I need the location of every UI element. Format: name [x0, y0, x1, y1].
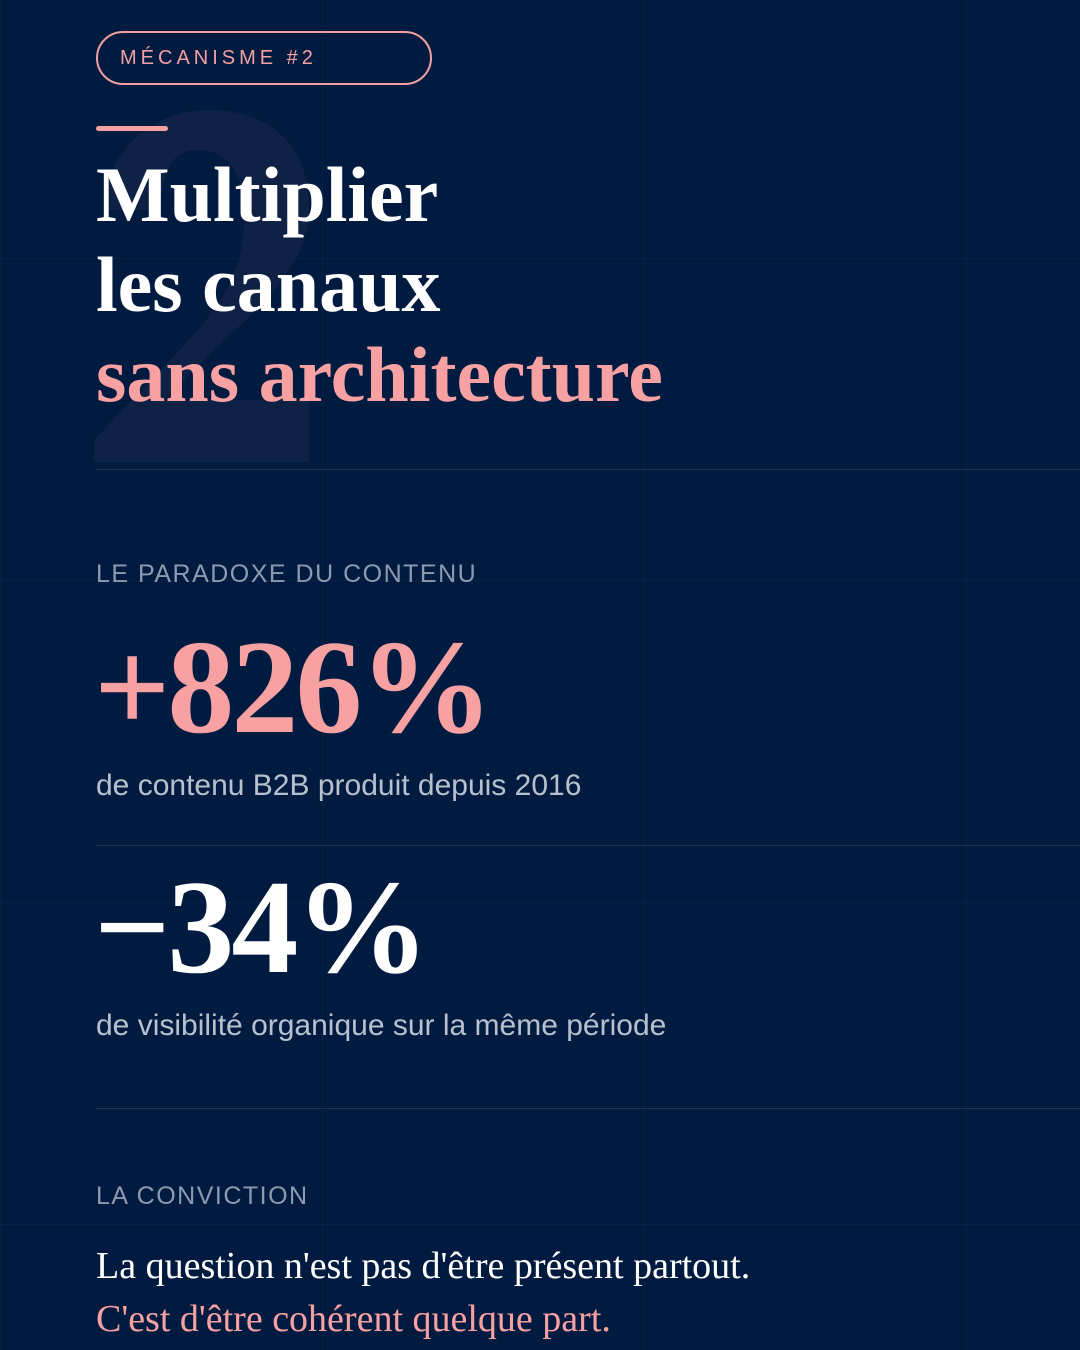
- divider: [96, 845, 1080, 846]
- title-line-2: les canaux: [96, 241, 441, 328]
- page-title: Multiplier les canaux sans architecture: [96, 150, 663, 420]
- stat-visibility-drop: −34%: [94, 853, 429, 1001]
- stat-visibility-drop-description: de visibilité organique sur la même péri…: [96, 1009, 667, 1042]
- divider: [96, 1108, 1080, 1109]
- stat-content-growth: +826%: [94, 613, 493, 761]
- conviction-line-1: La question n'est pas d'être présent par…: [96, 1245, 751, 1287]
- mechanism-badge: MÉCANISME #2: [96, 31, 432, 85]
- divider: [96, 469, 1080, 470]
- accent-bar: [96, 126, 168, 131]
- conviction-line-2: C'est d'être cohérent quelque part.: [96, 1298, 611, 1340]
- stat-content-growth-description: de contenu B2B produit depuis 2016: [96, 769, 582, 802]
- watermark-number-graphic: [94, 110, 309, 462]
- paradox-label: LE PARADOXE DU CONTENU: [96, 560, 478, 588]
- title-line-3: sans architecture: [96, 331, 663, 418]
- conviction-text: La question n'est pas d'être présent par…: [96, 1240, 750, 1346]
- conviction-label: LA CONVICTION: [96, 1182, 309, 1210]
- title-line-1: Multiplier: [96, 151, 439, 238]
